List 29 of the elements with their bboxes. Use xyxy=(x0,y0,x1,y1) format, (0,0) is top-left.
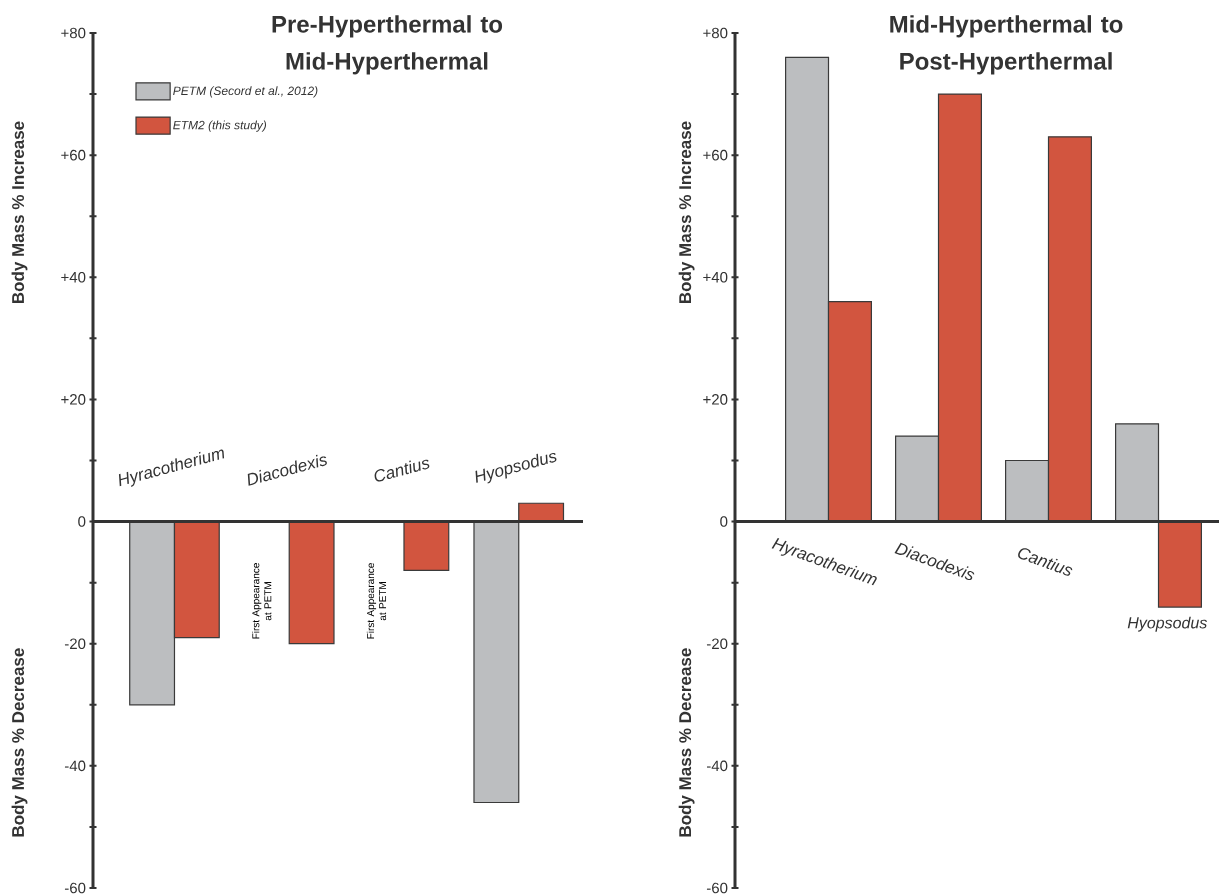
y-tick-label: +20 xyxy=(703,394,728,405)
y-tick-label: -60 xyxy=(706,882,728,894)
legend-label: PETM (Secord et al., 2012) xyxy=(173,86,318,98)
x-tick-label: Hyopsodus xyxy=(1127,616,1207,632)
y-tick-label: +40 xyxy=(61,271,86,283)
y-tick-label: -40 xyxy=(706,760,728,772)
text: Body Mass % Decrease xyxy=(11,648,28,837)
y-tick-label: 0 xyxy=(720,516,728,527)
y-tick-label: -20 xyxy=(64,638,86,650)
y-tick-label: -40 xyxy=(64,760,86,772)
legend-label: ETM2 (this study) xyxy=(173,120,267,132)
text: Body Mass % Decrease xyxy=(678,648,695,837)
y-tick-label: 0 xyxy=(78,516,86,527)
y-tick-label: +80 xyxy=(61,27,86,39)
y-tick-label: +40 xyxy=(703,271,728,283)
annotation: First Appearance at PETM xyxy=(252,563,272,639)
y-axis-title: Body Mass % Increase xyxy=(678,121,695,304)
x-tick-label: Cantius xyxy=(374,459,430,482)
y-tick-label: +60 xyxy=(61,149,86,161)
y-tick-label: +80 xyxy=(703,27,728,39)
chart-title: Mid-Hyperthermal to Post-Hyperthermal xyxy=(890,15,1123,75)
y-tick-label: +60 xyxy=(703,149,728,161)
y-tick-label: -60 xyxy=(64,882,86,894)
x-tick-label: Cantius xyxy=(1018,548,1073,576)
y-tick-label: +20 xyxy=(61,394,86,405)
y-axis-title: Body Mass % Increase xyxy=(11,121,28,304)
y-tick-label: -20 xyxy=(706,638,728,650)
annotation: First Appearance at PETM xyxy=(366,563,387,639)
chart-title: Pre-Hyperthermal to Mid-Hyperthermal xyxy=(272,15,503,75)
